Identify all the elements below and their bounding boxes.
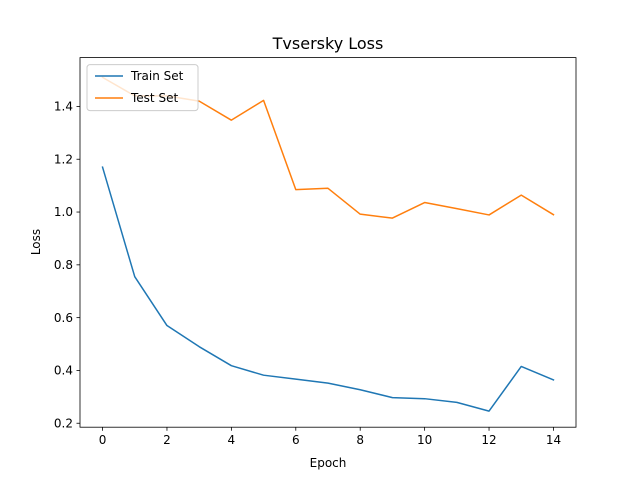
y-tick-label: 0.6 — [54, 311, 73, 325]
x-axis-label: Epoch — [310, 456, 347, 470]
y-tick-label: 0.8 — [54, 258, 73, 272]
series-line-train-set — [101, 166, 555, 412]
x-tick-label: 12 — [481, 433, 496, 447]
x-tick-label: 10 — [417, 433, 432, 447]
y-tick-label: 1.2 — [54, 152, 73, 166]
y-tick-label: 1.4 — [54, 100, 73, 114]
chart-title: Tvsersky Loss — [272, 34, 384, 53]
legend-label-test-set: Test Set — [130, 91, 178, 105]
legend-label-train-set: Train Set — [130, 69, 184, 83]
x-tick-label: 14 — [546, 433, 561, 447]
plot-frame — [79, 57, 577, 428]
legend: Train Set Test Set — [86, 64, 199, 112]
x-tick-label: 2 — [163, 433, 171, 447]
x-tick-label: 8 — [356, 433, 364, 447]
x-tick-label: 4 — [228, 433, 236, 447]
x-axis-ticks: 0 2 4 6 8 10 12 14 — [99, 427, 561, 447]
y-axis-label: Loss — [29, 229, 43, 255]
y-tick-label: 0.2 — [54, 416, 73, 430]
x-tick-label: 0 — [99, 433, 107, 447]
x-tick-label: 6 — [292, 433, 300, 447]
y-tick-label: 0.4 — [54, 364, 73, 378]
y-axis-ticks: 0.2 0.4 0.6 0.8 1.0 1.2 1.4 — [54, 100, 80, 430]
y-tick-label: 1.0 — [54, 205, 73, 219]
